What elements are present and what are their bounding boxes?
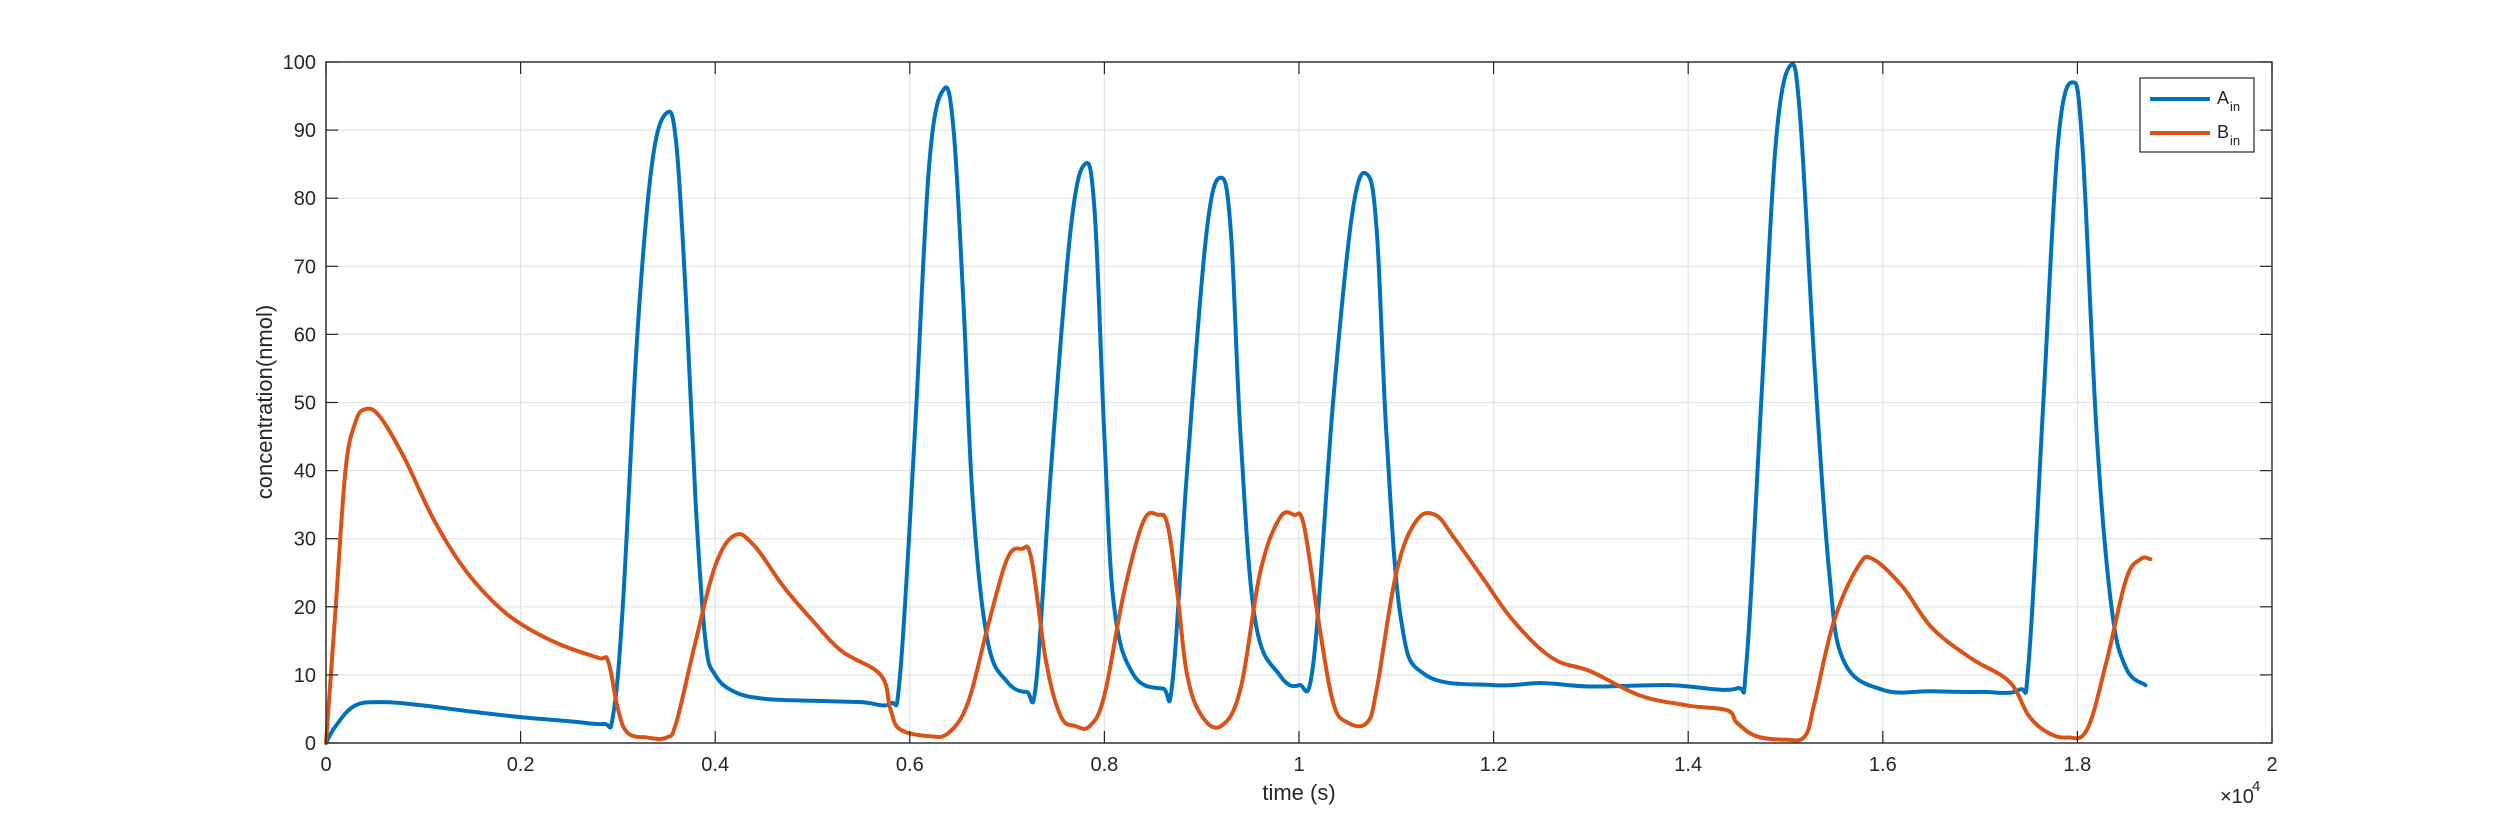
y-tick-label: 20 [294, 597, 316, 619]
y-tick-label: 70 [294, 256, 316, 278]
x-multiplier: ×10 4 [2220, 778, 2260, 808]
x-tick-label: 0 [320, 754, 331, 776]
series-line-b [324, 406, 2153, 745]
legend-box [2139, 77, 2255, 153]
y-tick-label: 60 [294, 324, 316, 346]
series-line-a [324, 62, 2148, 745]
x-multiplier-exponent: 4 [2252, 778, 2260, 795]
x-tick-label: 1.6 [1869, 754, 1897, 776]
y-tick-label: 10 [294, 665, 316, 687]
legend-label-a: A [2217, 88, 2229, 108]
legend-label-b: B [2217, 122, 2229, 142]
y-tick-label: 100 [283, 52, 316, 74]
series-layer [324, 62, 2153, 745]
ticks: 0 0.2 0.4 0.6 0.8 1 1.2 1.4 1.6 1.8 20102030405060… [283, 52, 2278, 776]
x-multiplier-base: ×10 [2220, 786, 2254, 808]
y-tick-label: 80 [294, 188, 316, 210]
x-tick-label: 1.2 [1480, 754, 1508, 776]
y-axis-label: concentration(nmol) [252, 305, 277, 499]
x-tick-label: 1.4 [1674, 754, 1702, 776]
legend-label-a-sub: in [2230, 99, 2240, 114]
x-tick-label: 1 [1293, 754, 1304, 776]
y-tick-label: 90 [294, 120, 316, 142]
x-tick-label: 0.8 [1090, 754, 1118, 776]
y-tick-label: 50 [294, 393, 316, 415]
x-axis-label: time (s) [1262, 780, 1335, 805]
legend-label-b-sub: in [2230, 133, 2240, 148]
x-tick-label: 1.8 [2063, 754, 2091, 776]
x-tick-label: 0.4 [701, 754, 729, 776]
x-tick-label: 0.2 [507, 754, 535, 776]
legend: A in B in [2139, 77, 2255, 153]
y-tick-label: 30 [294, 529, 316, 551]
y-tick-label: 40 [294, 461, 316, 483]
x-tick-label: 2 [2266, 754, 2277, 776]
y-tick-label: 0 [305, 733, 316, 755]
x-tick-label: 0.6 [896, 754, 924, 776]
